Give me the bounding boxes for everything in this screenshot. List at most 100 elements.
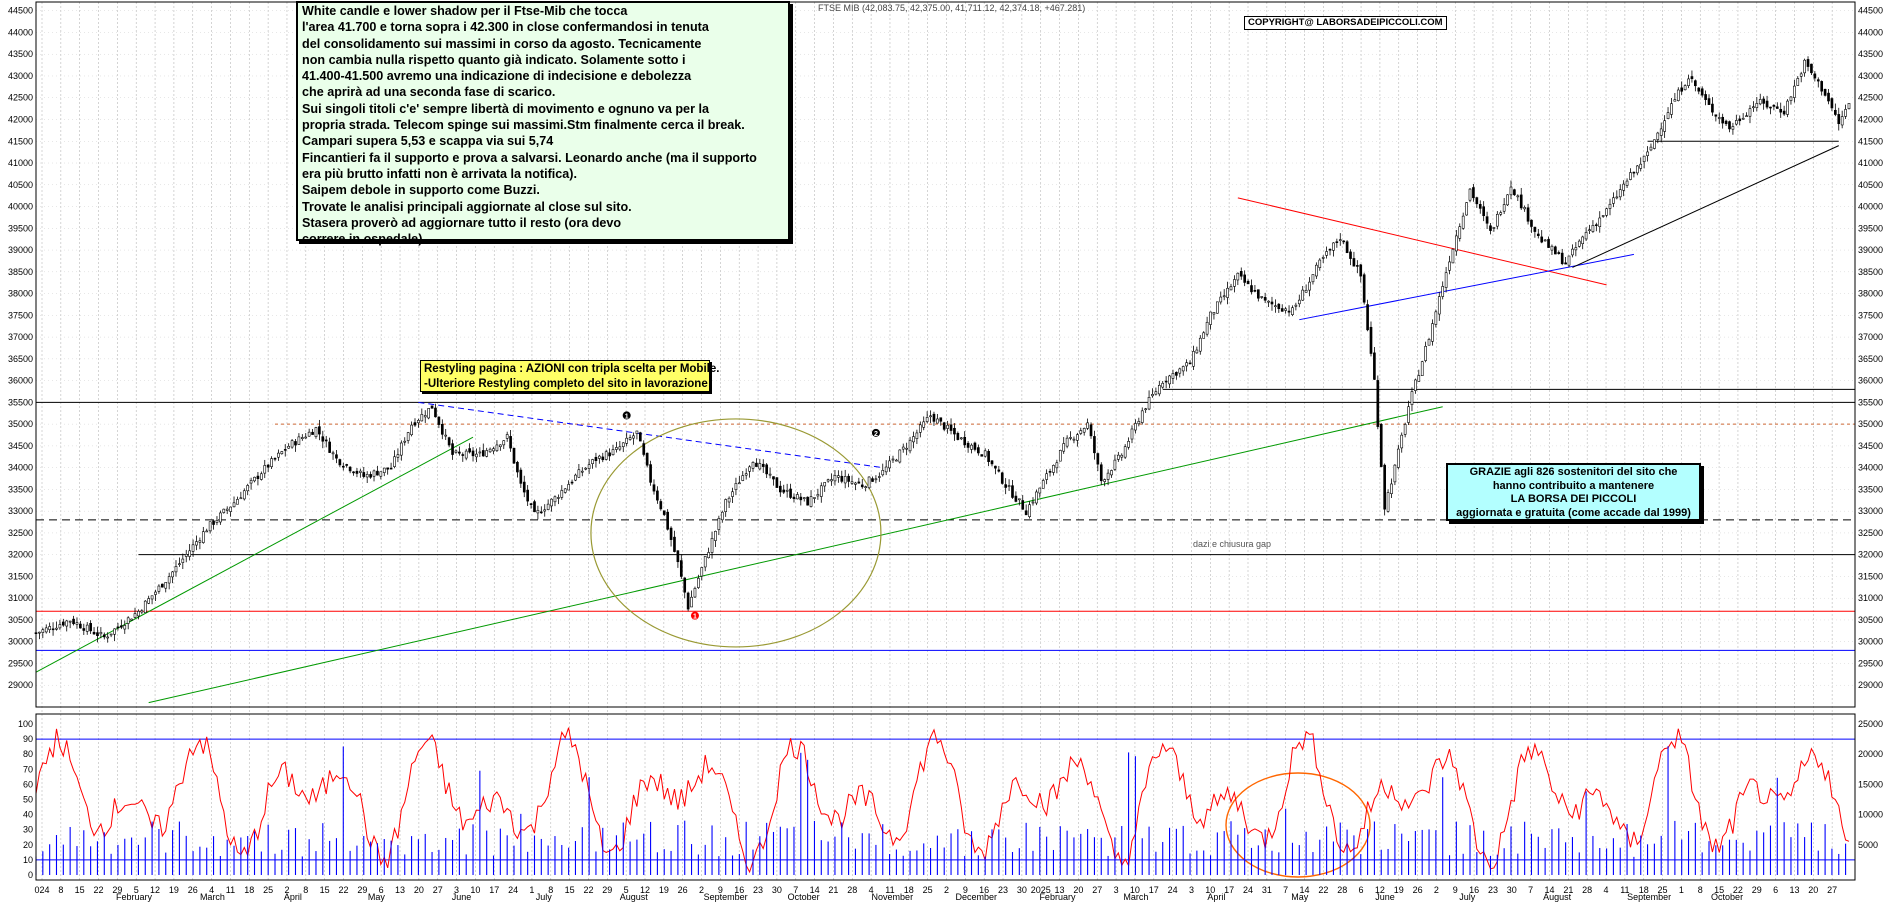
- candle-body: [454, 450, 458, 453]
- candle-body: [263, 465, 267, 474]
- candle-body: [625, 437, 629, 444]
- candle-body: [1834, 109, 1837, 115]
- candle-body: [376, 470, 379, 476]
- x-tick-label: 5: [624, 885, 629, 895]
- candle-body: [1659, 128, 1663, 136]
- candle-body: [1315, 264, 1318, 277]
- comment-line: correre in ospedale).: [302, 232, 426, 247]
- candle-body: [1089, 424, 1093, 437]
- candle-body: [898, 449, 902, 463]
- candle-body: [1581, 236, 1585, 245]
- x-tick-label: 22: [338, 885, 348, 895]
- candle-body: [826, 479, 830, 482]
- candle-body: [1239, 271, 1243, 277]
- candle-body: [584, 467, 588, 470]
- candle-body: [1752, 106, 1755, 109]
- candle-body: [942, 422, 946, 430]
- candle-body: [437, 416, 441, 425]
- candle-body: [574, 474, 577, 481]
- candle-body: [1837, 114, 1841, 125]
- x-tick-label: 4: [209, 885, 214, 895]
- candle-body: [113, 628, 116, 635]
- candle-body: [403, 440, 407, 443]
- candle-body: [1219, 296, 1223, 303]
- x-tick-label: 28: [1582, 885, 1592, 895]
- candle-body: [522, 481, 526, 493]
- candle-body: [1472, 187, 1475, 199]
- x-tick-label: 30: [772, 885, 782, 895]
- candle-body: [1260, 296, 1264, 298]
- thanks-box: GRAZIE agli 826 sostenitori del sito che…: [1446, 463, 1701, 521]
- candle-body: [751, 462, 755, 469]
- x-tick-label: 17: [489, 885, 499, 895]
- x-tick-label: 11: [226, 885, 235, 895]
- candle-body: [509, 436, 512, 449]
- candle-body: [1308, 281, 1311, 291]
- x-tick-label: 14: [810, 885, 820, 895]
- x-tick-label: 12: [150, 885, 160, 895]
- osc-tick: 80: [23, 749, 33, 759]
- y-tick-right: 34000: [1858, 463, 1883, 473]
- candle-body: [1782, 110, 1786, 115]
- month-label: April: [284, 892, 302, 902]
- month-label: July: [1459, 892, 1476, 902]
- candle-body: [1058, 450, 1062, 462]
- osc-tick: 30: [23, 825, 33, 835]
- x-tick-label: 27: [1092, 885, 1102, 895]
- candle-body: [1028, 504, 1031, 517]
- candle-body: [1294, 304, 1298, 307]
- horizontal-levels: [36, 140, 1855, 651]
- candle-body: [1140, 410, 1144, 423]
- candle-body: [1120, 454, 1124, 458]
- x-tick-label: 19: [169, 885, 179, 895]
- x-tick-label: 26: [188, 885, 198, 895]
- candle-body: [1745, 115, 1748, 117]
- trendline: [148, 406, 1443, 704]
- thanks-line: LA BORSA DEI PICCOLI: [1510, 493, 1637, 505]
- comment-line: Fincantieri fa il supporto e prova a sal…: [302, 150, 757, 165]
- x-tick-label: 21: [1563, 885, 1573, 895]
- candle-body: [1181, 366, 1185, 372]
- y-tick-left: 40000: [8, 202, 33, 212]
- candle-body: [1448, 261, 1451, 271]
- candle-body: [458, 451, 461, 454]
- candle-body: [1137, 421, 1141, 425]
- candle-body: [266, 464, 270, 468]
- candle-body: [1188, 362, 1192, 365]
- candle-body: [338, 459, 342, 466]
- candle-body: [304, 436, 308, 439]
- candle-body: [1113, 459, 1117, 470]
- candle-body: [761, 463, 765, 467]
- candle-body: [1096, 453, 1100, 465]
- candle-body: [1799, 73, 1803, 77]
- candle-body: [1786, 100, 1789, 115]
- candle-body: [884, 466, 888, 473]
- candle-body: [38, 631, 41, 634]
- trendline: [1572, 145, 1839, 268]
- x-tick-label: 15: [75, 885, 85, 895]
- main-panel-frame: [35, 1, 1856, 708]
- y-tick-left: 30000: [8, 637, 33, 647]
- x-tick-label: 24: [1168, 885, 1178, 895]
- x-tick-label: 7: [793, 885, 798, 895]
- candle-body: [1584, 232, 1588, 240]
- y-tick-right: 37500: [1858, 310, 1883, 320]
- candle-body: [973, 442, 977, 450]
- candle-body: [1690, 76, 1694, 79]
- candle-body: [1383, 464, 1386, 510]
- candle-body: [1031, 501, 1035, 504]
- y-tick-right: 32500: [1858, 528, 1883, 538]
- comment-line: del consolidamento sui massimi in corso …: [302, 36, 702, 51]
- candle-body: [1270, 301, 1274, 305]
- candle-body: [485, 450, 489, 457]
- candle-body: [1004, 484, 1007, 488]
- x-tick-label: 14: [1544, 885, 1554, 895]
- y-tick-right: 42500: [1858, 93, 1883, 103]
- candle-body: [799, 496, 803, 501]
- candle-body: [1055, 462, 1059, 469]
- candle-body: [369, 474, 372, 478]
- candle-body: [1045, 473, 1048, 480]
- candle-body: [816, 494, 820, 497]
- candle-body: [959, 437, 963, 440]
- candle-body: [1588, 229, 1591, 231]
